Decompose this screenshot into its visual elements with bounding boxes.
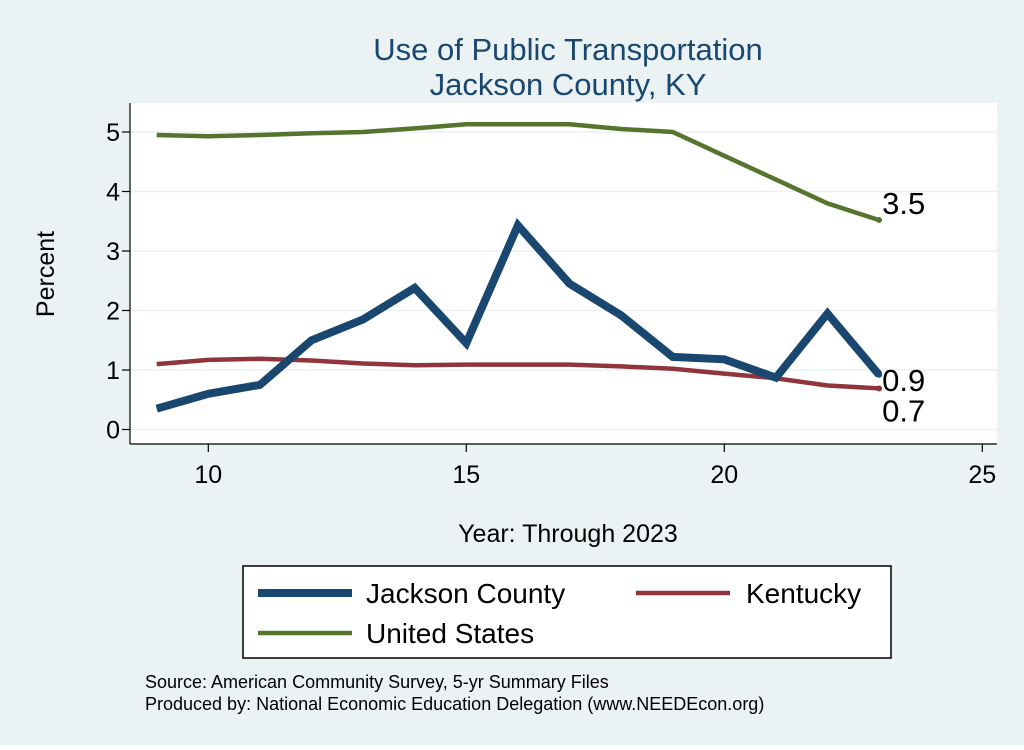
- legend: Jackson County Kentucky United States: [242, 565, 892, 659]
- axes: 0 1 2 3 4 5 10 15 20 25: [106, 103, 997, 489]
- series-end-point-jackson-county: [876, 371, 883, 378]
- end-label-kentucky: 0.7: [882, 393, 925, 428]
- x-tick-label-10: 10: [194, 461, 222, 489]
- y-tick-label-1: 1: [106, 357, 120, 385]
- chart-title-line-1: Use of Public Transportation: [373, 32, 762, 67]
- series-line-jackson-county: [155, 218, 883, 413]
- x-axis-title: Year: Through 2023: [458, 520, 678, 548]
- y-axis-title: Percent: [32, 231, 60, 317]
- chart-title-line-2: Jackson County, KY: [430, 67, 707, 102]
- legend-label-united-states: United States: [366, 618, 534, 649]
- y-tick-label-5: 5: [106, 119, 120, 147]
- series-line-kentucky: [156, 356, 880, 391]
- source-note: Source: American Community Survey, 5-yr …: [145, 672, 609, 692]
- x-tick-label-25: 25: [968, 461, 996, 489]
- end-label-jackson-county: 0.9: [882, 363, 925, 398]
- y-tick-label-3: 3: [106, 238, 120, 266]
- end-labels: 0.90.7 3.5: [882, 186, 925, 428]
- end-label-united-states: 3.5: [882, 186, 925, 221]
- legend-box: [242, 565, 892, 659]
- series-lines: [155, 122, 883, 413]
- x-tick-label-15: 15: [452, 461, 480, 489]
- x-tick-label-20: 20: [710, 461, 738, 489]
- series-end-point-united-states: [876, 217, 883, 224]
- gridlines: [130, 131, 997, 431]
- producer-note: Produced by: National Economic Education…: [145, 694, 764, 714]
- legend-label-jackson-county: Jackson County: [366, 578, 565, 609]
- series-end-point-kentucky: [876, 385, 883, 392]
- series-line-united-states: [156, 122, 880, 223]
- y-tick-label-0: 0: [106, 417, 120, 445]
- y-tick-label-4: 4: [106, 179, 120, 207]
- y-tick-label-2: 2: [106, 298, 120, 326]
- legend-label-kentucky: Kentucky: [746, 578, 861, 609]
